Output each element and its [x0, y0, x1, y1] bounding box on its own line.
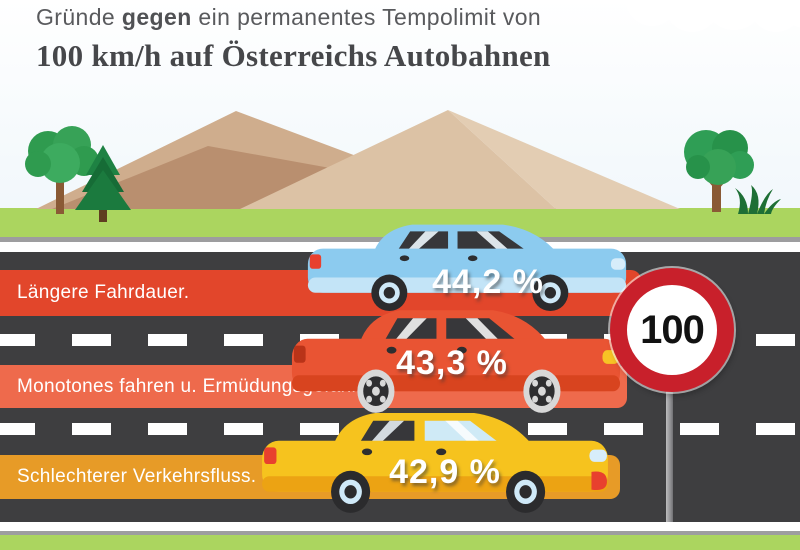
sign-pole — [666, 388, 673, 534]
speed-limit-100-sign: 100 — [610, 268, 734, 392]
bar-value-label: 43,3 % — [396, 344, 508, 382]
grass-strip-bottom — [0, 535, 800, 550]
bar-value-label: 42,9 % — [389, 453, 501, 491]
bar-label: Längere Fahrdauer. — [17, 282, 190, 303]
wheel-icon — [371, 274, 408, 312]
wheel-icon — [523, 369, 561, 413]
deciduous-tree-icon — [684, 130, 754, 212]
grass-tuft-icon — [735, 185, 781, 214]
scenery-graphic — [25, 0, 800, 222]
title-line-1: Gründe gegen ein permanentes Tempolimit … — [36, 4, 551, 31]
deciduous-tree-icon — [25, 126, 99, 214]
blue-car-icon — [307, 224, 627, 312]
wheel-icon — [506, 470, 546, 513]
speed-limit-value: 100 — [640, 307, 705, 352]
wheel-icon — [357, 369, 395, 413]
road-edge-line-bottom — [0, 522, 800, 531]
mountains-icon — [36, 110, 680, 209]
pine-tree-icon — [75, 145, 131, 222]
title-line1-prefix: Gründe — [36, 4, 122, 30]
cloud-icon — [626, 0, 800, 32]
red-car-icon — [291, 310, 621, 413]
wheel-icon — [532, 274, 569, 312]
title-line1-suffix: ein permanentes Tempolimit von — [191, 4, 542, 30]
bar-label: Monotones fahren u. Ermüdungsgefahr. — [17, 375, 363, 397]
title-line-2: 100 km/h auf Österreichs Autobahnen — [36, 38, 551, 73]
bar-value-label: 44,2 % — [432, 263, 544, 301]
roadside-curb-bottom — [0, 531, 800, 535]
yellow-car-icon — [262, 412, 608, 513]
bar-label: Schlechterer Verkehrsfluss. — [17, 466, 257, 487]
page-title: Gründe gegen ein permanentes Tempolimit … — [36, 4, 551, 74]
title-line1-bold: gegen — [121, 4, 192, 30]
wheel-icon — [331, 470, 371, 513]
